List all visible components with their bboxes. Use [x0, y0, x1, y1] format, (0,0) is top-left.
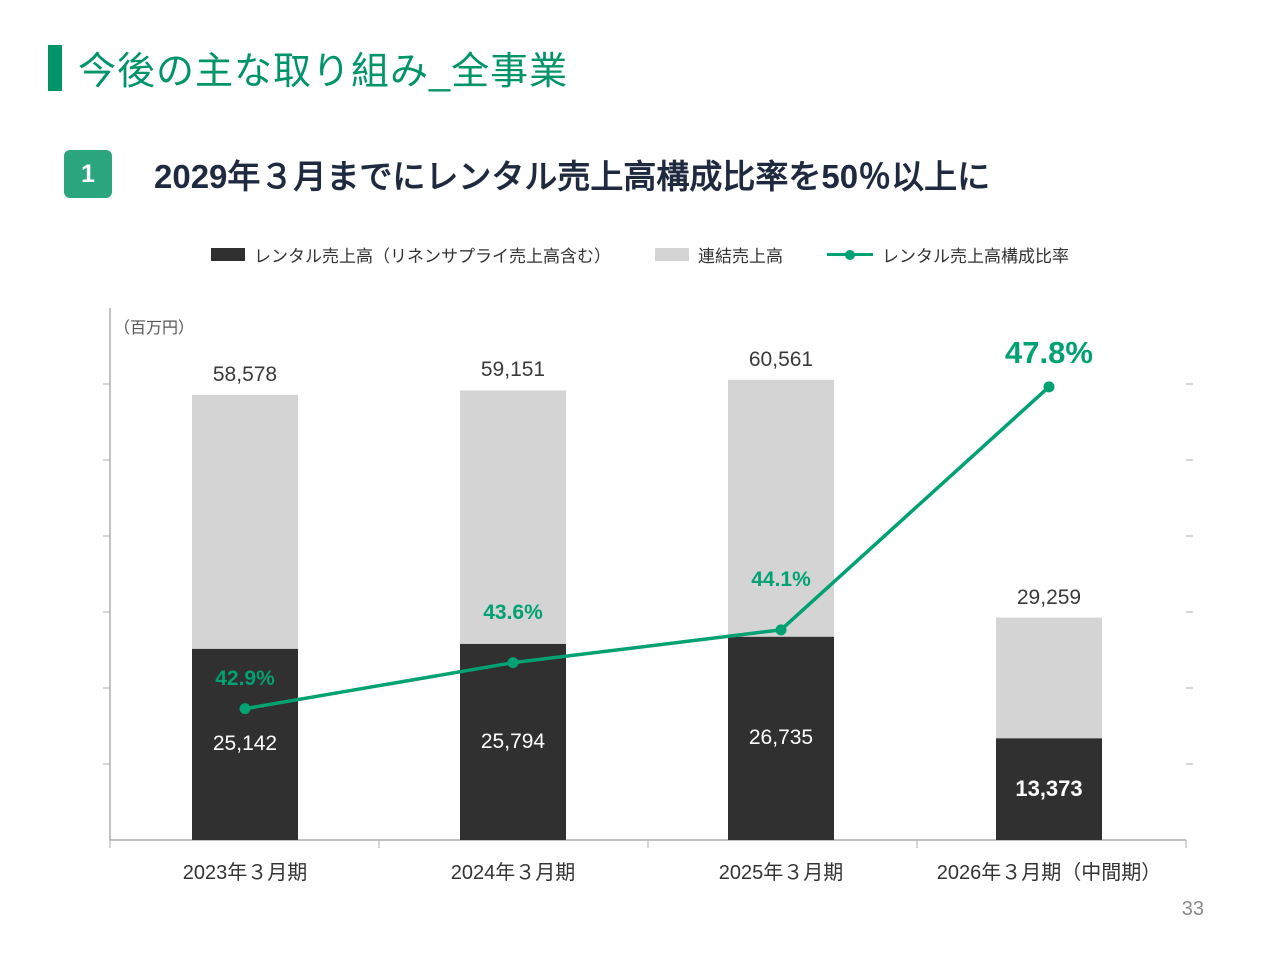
- ratio-line: [244, 385, 1051, 711]
- section-number-badge: 1: [64, 150, 112, 198]
- section-heading: 2029年３月までにレンタル売上高構成比率を50％以上に: [154, 158, 991, 195]
- legend-label-rental: レンタル売上高（リネンサプライ売上高含む）: [254, 247, 611, 266]
- chart-canvas: [103, 308, 1193, 848]
- legend-swatch-line-icon: [827, 253, 873, 256]
- bar-rental: [996, 738, 1102, 840]
- legend-label-ratio: レンタル売上高構成比率: [882, 247, 1069, 266]
- title-accent-bar: [48, 44, 62, 91]
- chart-area: （百万円） 58,578 25,142 2023年３月期 59,151 25,794 20…: [103, 308, 1193, 884]
- legend-item-consolidated: 連結売上高: [655, 242, 783, 267]
- x-axis-label: 2023年３月期: [182, 862, 308, 884]
- x-axis-label: 2025年３月期: [718, 862, 844, 884]
- legend-swatch-dark-bar-icon: [211, 248, 245, 261]
- ratio-line-point: [1043, 381, 1055, 393]
- section-row: 1 2029年３月までにレンタル売上高構成比率を50％以上に: [64, 150, 990, 198]
- ratio-line-point: [507, 657, 519, 669]
- x-axis-label: 2026年３月期（中間期）: [936, 862, 1162, 884]
- legend-item-ratio: レンタル売上高構成比率: [827, 242, 1069, 267]
- bar-rental: [728, 636, 834, 840]
- legend-item-rental: レンタル売上高（リネンサプライ売上高含む）: [211, 242, 611, 267]
- legend-label-consolidated: 連結売上高: [698, 247, 783, 266]
- slide-header: 今後の主な取り組み_全事業: [48, 40, 568, 95]
- ratio-line-point: [239, 703, 251, 715]
- ratio-line-point: [775, 624, 787, 636]
- bar-rental: [460, 643, 566, 840]
- chart-legend: レンタル売上高（リネンサプライ売上高含む） 連結売上高 レンタル売上高構成比率: [0, 242, 1280, 267]
- page-number: 33: [1181, 898, 1204, 920]
- bar-rental: [192, 648, 298, 840]
- legend-swatch-light-bar-icon: [655, 248, 689, 261]
- x-axis-label: 2024年３月期: [450, 862, 576, 884]
- page-title: 今後の主な取り組み_全事業: [78, 51, 569, 93]
